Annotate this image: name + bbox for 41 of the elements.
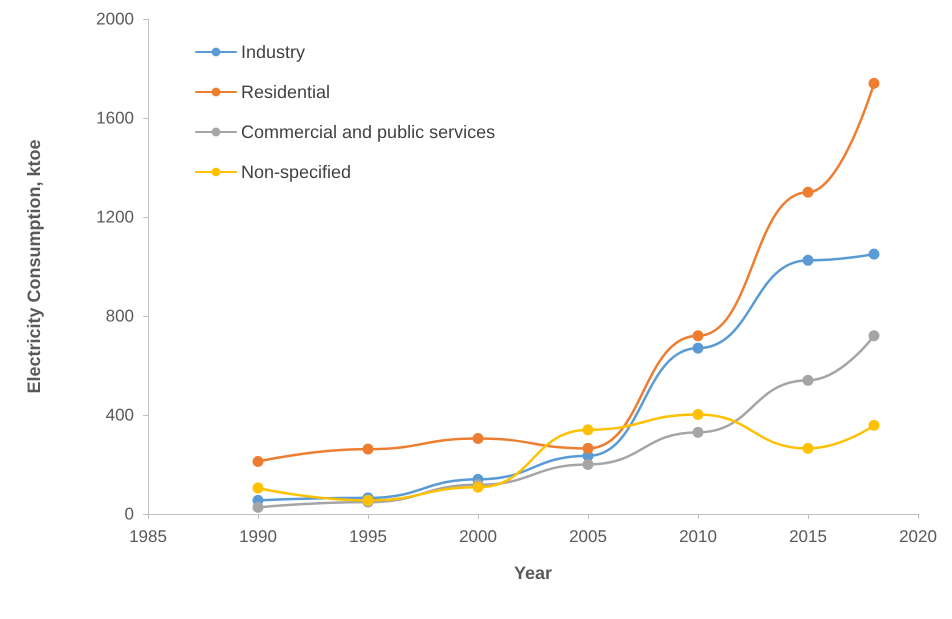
x-tick-label: 2010 — [679, 527, 717, 546]
point — [802, 254, 814, 266]
point — [692, 342, 704, 354]
point — [692, 409, 704, 420]
point — [252, 482, 264, 494]
point — [868, 330, 880, 342]
point — [582, 442, 594, 454]
x-tick-label: 1985 — [129, 527, 167, 546]
x-tick-label: 2000 — [459, 527, 497, 546]
y-tick-label: 2000 — [96, 10, 134, 28]
point — [582, 459, 594, 470]
x-tick-label: 2015 — [789, 527, 827, 546]
x-tick-label: 1995 — [349, 527, 387, 546]
y-tick-label: 1600 — [96, 108, 134, 128]
y-tick-label: 800 — [106, 306, 134, 326]
point — [582, 424, 594, 436]
point — [802, 442, 814, 454]
legend-label: Non-specified — [241, 162, 352, 182]
point — [868, 78, 880, 89]
x-tick-label: 1990 — [239, 527, 277, 546]
point — [802, 374, 814, 386]
point — [868, 248, 880, 260]
point — [472, 482, 484, 493]
legend-label: Residential — [241, 82, 330, 102]
legend-label: Commercial and public services — [241, 122, 496, 142]
y-tick-label: 0 — [124, 504, 134, 524]
x-axis-title: Year — [514, 563, 552, 583]
x-tick-label: 2020 — [899, 527, 937, 546]
y-tick-label: 400 — [106, 406, 134, 424]
y-axis-title: Electricity Consumption, ktoe — [24, 139, 44, 394]
point — [868, 420, 880, 431]
point — [252, 456, 264, 468]
point — [362, 444, 374, 455]
point — [692, 426, 704, 438]
point — [802, 186, 814, 198]
point — [472, 433, 484, 444]
y-tick-label: 1200 — [96, 208, 134, 226]
legend-label: Industry — [241, 42, 306, 62]
point — [692, 330, 704, 342]
point — [252, 502, 264, 513]
x-tick-label: 2005 — [569, 527, 607, 546]
